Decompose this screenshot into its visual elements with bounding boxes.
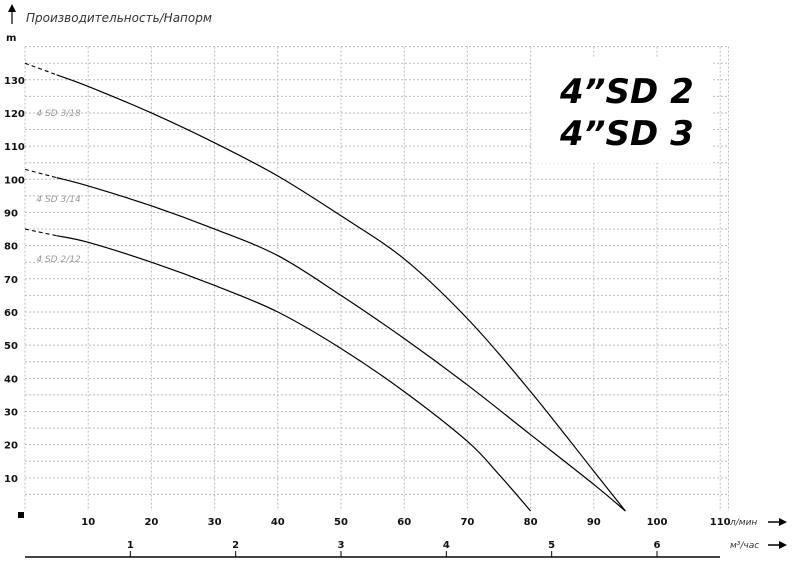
x2-tick-label: 3 <box>338 540 345 551</box>
x2-tick-label: 2 <box>232 540 239 551</box>
x-tick-label: 40 <box>271 517 285 528</box>
x2-tick-label: 6 <box>654 540 661 551</box>
title-box <box>532 58 712 163</box>
y-tick-label: 130 <box>4 76 25 87</box>
x-tick-label: 90 <box>587 517 601 528</box>
origin-marker <box>18 512 24 518</box>
y-tick-label: 120 <box>4 109 25 120</box>
x-tick-label: 20 <box>144 517 158 528</box>
x2-arrow-head <box>779 541 787 549</box>
y-tick-label: 60 <box>4 308 18 319</box>
series-label: 4 SD 3/18 <box>36 109 81 119</box>
y-tick-label: 70 <box>4 275 18 286</box>
x2-axis-label: м³/час <box>730 541 759 551</box>
x-tick-label: 60 <box>397 517 411 528</box>
y-tick-label: 30 <box>4 407 18 418</box>
series-label: 4 SD 2/12 <box>36 255 81 265</box>
series-dashed-segment <box>24 228 57 237</box>
x-tick-label: 80 <box>524 517 538 528</box>
x2-tick-label: 1 <box>127 540 134 551</box>
x-tick-label: 110 <box>710 517 731 528</box>
x2-tick-label: 5 <box>548 540 555 551</box>
y-tick-label: 10 <box>4 474 18 485</box>
x-arrow-head <box>779 518 787 526</box>
y-arrow-head <box>8 4 16 12</box>
series-line <box>56 177 626 512</box>
series-line <box>56 235 532 512</box>
series-line <box>56 74 626 512</box>
y-tick-label: 100 <box>4 175 25 186</box>
x-tick-label: 30 <box>208 517 222 528</box>
y-tick-label: 50 <box>4 341 18 352</box>
series-label: 4 SD 3/14 <box>36 195 81 205</box>
series-dashed-segment <box>24 168 57 179</box>
series-dashed-segment <box>24 62 57 76</box>
x-tick-label: 70 <box>460 517 474 528</box>
y-tick-label: 110 <box>4 142 25 153</box>
x-tick-label: 100 <box>647 517 668 528</box>
x-axis-label: л/мин <box>729 518 757 528</box>
x2-tick-label: 4 <box>443 540 450 551</box>
y-tick-label: 90 <box>4 208 18 219</box>
y-tick-label: 20 <box>4 441 18 452</box>
chart-title: Производительность/Напорм <box>26 11 212 25</box>
y-tick-label: 80 <box>4 242 18 253</box>
x-tick-label: 10 <box>81 517 95 528</box>
x-tick-label: 50 <box>334 517 348 528</box>
y-tick-label: 40 <box>4 374 18 385</box>
model-title-1: 4”SD 2 <box>559 72 694 112</box>
model-title-2: 4”SD 3 <box>559 114 694 154</box>
y-axis-label: m <box>6 33 16 44</box>
